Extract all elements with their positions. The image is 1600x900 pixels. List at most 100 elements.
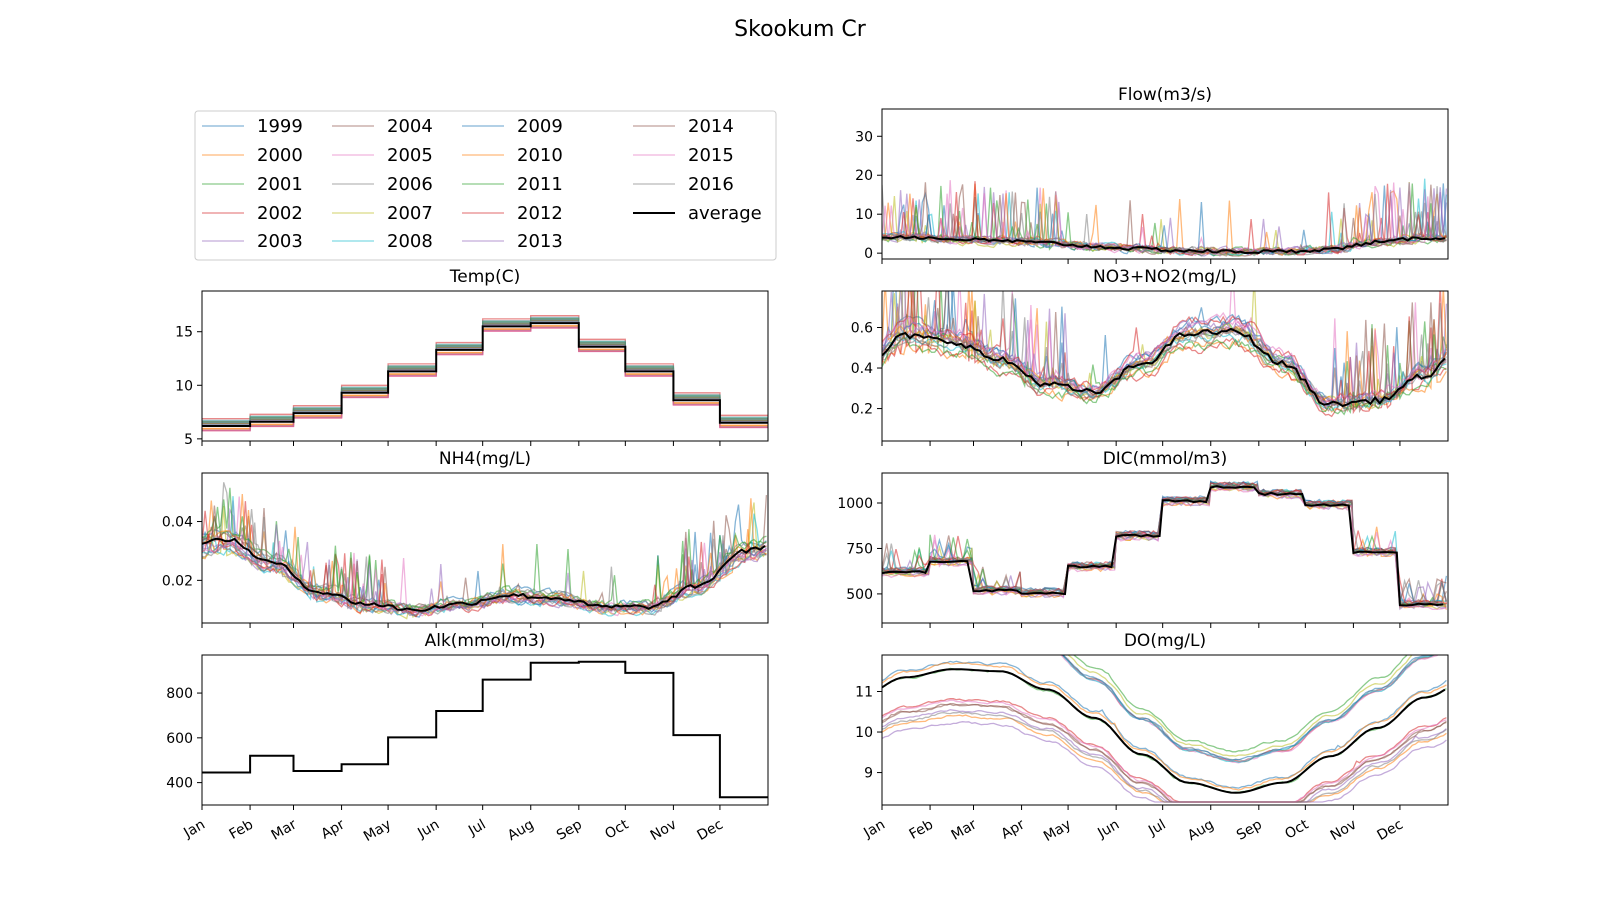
x-tick-label-do: May: [1041, 817, 1074, 845]
legend-label-average: average: [688, 203, 762, 224]
x-tick-label-alk: Nov: [648, 817, 680, 845]
panel-title-temp: Temp(C): [449, 267, 520, 287]
y-tick-label-nh4: 0.02: [162, 573, 193, 589]
x-tick-label-alk: Apr: [319, 816, 348, 842]
series-line-flow-average: [882, 235, 1446, 255]
series-line-do-2004: [882, 702, 1447, 803]
x-tick-label-alk: Oct: [602, 816, 631, 842]
x-tick-label-alk: Aug: [505, 817, 537, 845]
panel-temp: Temp(C) 5 10 15: [175, 267, 769, 448]
legend-label-2012: 2012: [517, 203, 563, 224]
y-tick-label-dic: 1000: [837, 496, 873, 512]
series-line-temp-2012: [202, 327, 768, 432]
x-tick-label-alk: Mar: [269, 816, 300, 843]
x-tick-label-alk: Jul: [465, 817, 489, 840]
legend-label-2010: 2010: [517, 145, 563, 166]
legend-box: [194, 110, 777, 261]
legend-label-2002: 2002: [257, 203, 303, 224]
plot-frame-alk: [201, 654, 769, 806]
y-tick-label-temp: 5: [184, 432, 193, 448]
panel-do: DO(mg/L) 9 10 11 Jan Feb Mar Apr May Jun Jul Aug Sep…: [855, 631, 1449, 845]
series-line-temp-2011: [202, 318, 768, 423]
legend: 1999 2000 2001 2002 2003 2004 2005 2006 2007 2008…: [194, 110, 777, 261]
series-line-nh4-2016: [202, 516, 767, 617]
y-tick-label-temp: 10: [175, 378, 193, 394]
legend-label-2001: 2001: [257, 174, 303, 195]
y-tick-label-flow: 30: [855, 129, 873, 145]
x-tick-label-do: Nov: [1328, 817, 1360, 845]
series-line-nh4-1999: [202, 504, 767, 613]
legend-label-2009: 2009: [517, 116, 563, 137]
series-line-do-2007: [1067, 655, 1413, 757]
legend-label-2005: 2005: [387, 145, 433, 166]
y-tick-label-do: 10: [855, 725, 873, 741]
plot-frame-nh4: [201, 472, 769, 624]
series-line-temp-2010: [202, 324, 768, 430]
x-tick-label-alk: Jun: [414, 817, 442, 842]
series-line-alk-average: [202, 660, 768, 799]
y-tick-label-alk: 600: [166, 731, 193, 747]
series-line-no3-2014: [882, 291, 1447, 414]
series-line-do-2011: [1073, 655, 1408, 753]
legend-label-2016: 2016: [688, 174, 734, 195]
figure-title: Skookum Cr: [734, 17, 867, 42]
legend-label-2006: 2006: [387, 174, 433, 195]
series-line-do-2014: [882, 703, 1447, 803]
panel-title-no3: NO3+NO2(mg/L): [1093, 267, 1237, 287]
legend-label-1999: 1999: [257, 116, 303, 137]
y-tick-label-no3: 0.6: [851, 320, 873, 336]
series-line-no3-2016: [882, 291, 1447, 411]
series-line-temp-2004: [202, 319, 768, 425]
series-line-do-2012: [882, 698, 1447, 803]
x-tick-label-do: Oct: [1282, 816, 1311, 842]
series-line-temp-2013: [202, 321, 768, 426]
y-tick-label-alk: 400: [166, 776, 193, 792]
x-tick-label-alk: May: [361, 817, 394, 845]
series-line-nh4-average: [202, 537, 766, 612]
series-line-do-2016: [882, 711, 1447, 803]
x-tick-label-do: Jul: [1145, 817, 1169, 840]
legend-label-2014: 2014: [688, 116, 734, 137]
series-group-do: [882, 655, 1447, 803]
series-line-no3-2002: [882, 291, 1447, 418]
series-line-temp-2003: [202, 319, 768, 424]
x-tick-label-alk: Jan: [180, 817, 208, 842]
series-line-temp-2009: [202, 318, 768, 424]
panel-title-flow: Flow(m3/s): [1118, 85, 1212, 105]
legend-label-2013: 2013: [517, 231, 563, 252]
legend-label-2008: 2008: [387, 231, 433, 252]
series-line-do-average: [882, 668, 1446, 794]
panel-title-nh4: NH4(mg/L): [439, 449, 531, 469]
panel-flow: Flow(m3/s) 0 10 20 30: [855, 85, 1449, 264]
series-line-temp-2015: [202, 326, 768, 432]
panel-no3: NO3+NO2(mg/L) 0.2 0.4 0.6: [851, 267, 1449, 446]
y-tick-label-flow: 20: [855, 168, 873, 184]
x-tick-label-do: Dec: [1374, 817, 1405, 844]
series-line-do-2003: [882, 709, 1447, 803]
series-line-temp-2007: [202, 319, 768, 424]
series-group-temp: [202, 315, 768, 432]
y-tick-label-flow: 0: [864, 246, 873, 262]
series-line-do-2008: [1061, 655, 1437, 763]
x-tick-label-do: Sep: [1234, 817, 1265, 844]
series-line-temp-2016: [202, 318, 768, 423]
legend-label-2011: 2011: [517, 174, 563, 195]
x-tick-label-do: Aug: [1185, 817, 1217, 845]
y-tick-label-do: 11: [855, 684, 873, 700]
x-tick-label-do: Jan: [860, 817, 888, 842]
panel-nh4: NH4(mg/L) 0.02 0.04: [162, 449, 769, 628]
y-tick-label-do: 9: [864, 766, 873, 782]
legend-label-2000: 2000: [257, 145, 303, 166]
series-line-flow-2016: [882, 186, 1447, 257]
plot-frame-temp: [201, 290, 769, 442]
series-line-temp-2000: [202, 325, 768, 430]
y-tick-label-no3: 0.2: [851, 402, 873, 418]
legend-label-2015: 2015: [688, 145, 734, 166]
series-line-temp-1999: [202, 320, 768, 425]
x-tick-label-do: Apr: [999, 816, 1028, 842]
legend-label-2007: 2007: [387, 203, 433, 224]
y-tick-label-alk: 800: [166, 686, 193, 702]
x-tick-label-do: Jun: [1094, 817, 1122, 842]
x-tick-label-alk: Dec: [694, 817, 725, 844]
